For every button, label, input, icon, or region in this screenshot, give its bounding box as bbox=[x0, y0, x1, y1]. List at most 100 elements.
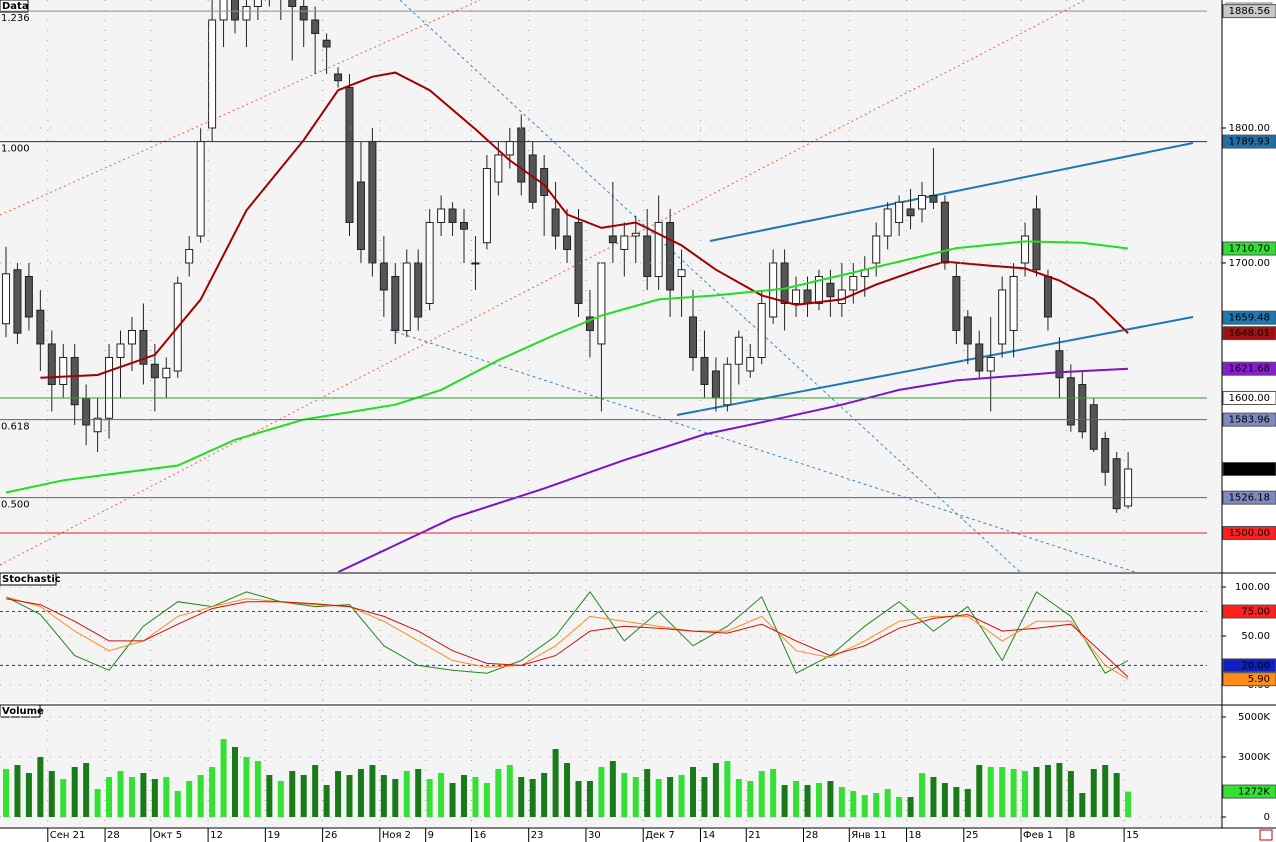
volume-bar bbox=[598, 767, 605, 817]
candle-body bbox=[757, 302, 766, 358]
volume-bar bbox=[621, 773, 628, 817]
panel-title: Stochastic bbox=[2, 574, 61, 585]
candle-body bbox=[883, 208, 892, 237]
candle-body bbox=[253, 0, 262, 7]
candle-body bbox=[219, 0, 228, 21]
candle-body bbox=[379, 262, 388, 291]
candle-body bbox=[711, 370, 720, 399]
price-marker bbox=[1222, 326, 1276, 341]
price-marker bbox=[1222, 672, 1276, 687]
volume-bar bbox=[1010, 769, 1017, 817]
x-tick-label: 9 bbox=[428, 830, 434, 841]
price-marker bbox=[1222, 361, 1276, 376]
volume-bar bbox=[106, 777, 113, 817]
volume-bar bbox=[850, 791, 857, 817]
trend-line bbox=[0, 0, 1086, 566]
price-marker-label: 1886.56 bbox=[1229, 6, 1270, 17]
candle-body bbox=[139, 329, 148, 365]
price-marker bbox=[1222, 134, 1276, 149]
volume-bar bbox=[552, 749, 559, 817]
price-marker bbox=[1222, 658, 1276, 673]
price-marker-label: 1547.40 bbox=[1229, 464, 1270, 475]
candle-body bbox=[929, 194, 938, 203]
candle-body bbox=[906, 208, 915, 217]
volume-bar bbox=[369, 765, 376, 817]
candle-body bbox=[414, 262, 423, 318]
candle-body bbox=[162, 367, 171, 379]
volume-bar bbox=[151, 779, 158, 817]
volume-bar bbox=[392, 779, 399, 817]
candle-body bbox=[837, 289, 846, 304]
candle-body bbox=[986, 356, 995, 372]
candle-body bbox=[574, 221, 583, 304]
candle-body bbox=[1089, 404, 1098, 450]
volume-bar bbox=[495, 769, 502, 817]
candle-body bbox=[127, 329, 136, 345]
price-marker-label: 1600.00 bbox=[1229, 393, 1270, 404]
candle-body bbox=[597, 262, 606, 345]
volume-bar bbox=[461, 775, 468, 817]
candle-body bbox=[952, 275, 961, 331]
candle-body bbox=[13, 269, 22, 334]
price-marker-label: 1583.96 bbox=[1229, 415, 1270, 426]
candle-body bbox=[93, 417, 102, 433]
volume-bar bbox=[335, 771, 342, 817]
volume-bar bbox=[140, 773, 147, 817]
candle-body bbox=[196, 140, 205, 237]
volume-bar bbox=[586, 781, 593, 817]
x-tick-label: Сен 21 bbox=[50, 830, 86, 841]
x-tick-label: 26 bbox=[325, 830, 338, 841]
candle-body bbox=[471, 262, 480, 265]
y-tick-label: 1700.00 bbox=[1229, 258, 1270, 269]
volume-bar bbox=[896, 797, 903, 817]
candle-body bbox=[792, 289, 801, 304]
candle-body bbox=[334, 73, 343, 82]
fib-label: 0.618 bbox=[1, 422, 30, 433]
volume-bar bbox=[930, 777, 937, 817]
trend-line bbox=[389, 329, 1136, 572]
price-marker bbox=[1222, 4, 1276, 19]
stochastic-panel bbox=[0, 574, 1222, 703]
volume-bar bbox=[1079, 793, 1086, 817]
y-tick-label: 100.00 bbox=[1235, 582, 1270, 593]
candle-body bbox=[299, 5, 308, 21]
price-marker-label: 75.00 bbox=[1241, 607, 1270, 618]
volume-bar bbox=[804, 785, 811, 817]
volume-bar bbox=[163, 777, 170, 817]
volume-bar bbox=[1044, 765, 1051, 817]
volume-bar bbox=[873, 793, 880, 817]
volume-bar bbox=[323, 785, 330, 817]
fib-label: 0.500 bbox=[1, 500, 30, 511]
candle-body bbox=[803, 289, 812, 304]
volume-bar bbox=[678, 775, 685, 817]
volume-bar bbox=[1125, 791, 1132, 817]
volume-bar bbox=[289, 771, 296, 817]
candle-body bbox=[1032, 208, 1041, 271]
x-tick-label: 14 bbox=[702, 830, 715, 841]
volume-bar bbox=[793, 781, 800, 817]
volume-bar bbox=[426, 779, 433, 817]
volume-bar bbox=[953, 787, 960, 817]
volume-bar bbox=[541, 773, 548, 817]
candle-body bbox=[666, 221, 675, 291]
volume-bar bbox=[941, 783, 948, 817]
candle-body bbox=[36, 309, 45, 345]
volume-bar bbox=[243, 757, 250, 817]
volume-bar bbox=[186, 781, 193, 817]
line bbox=[5, 591, 1129, 674]
candle-body bbox=[116, 343, 125, 358]
volume-bar bbox=[25, 773, 32, 817]
candle-body bbox=[150, 363, 159, 379]
candle-body bbox=[963, 316, 972, 345]
candle-body bbox=[70, 356, 79, 406]
volume-bar bbox=[1033, 767, 1040, 817]
price-marker-label: 1710.70 bbox=[1229, 244, 1270, 255]
expand-button[interactable] bbox=[1259, 829, 1273, 841]
volume-bar bbox=[701, 777, 708, 817]
volume-bar bbox=[987, 767, 994, 817]
candle-body bbox=[425, 221, 434, 304]
candle-body bbox=[345, 86, 354, 223]
price-marker bbox=[1222, 490, 1276, 505]
panel-title: Volume bbox=[2, 706, 44, 717]
